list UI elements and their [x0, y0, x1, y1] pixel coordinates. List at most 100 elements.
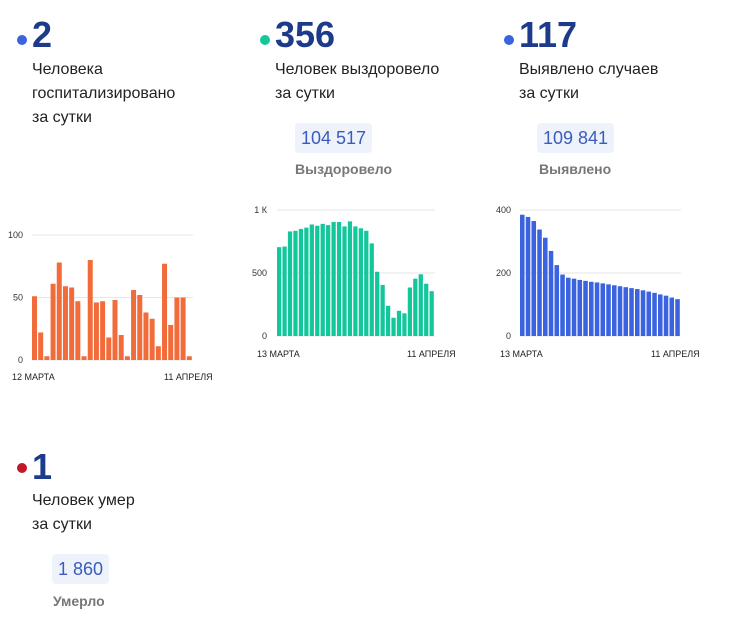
bar — [675, 299, 680, 336]
bar — [331, 221, 336, 336]
hospitalized-count: 2 — [32, 14, 53, 55]
bar — [315, 225, 320, 336]
bar — [385, 305, 391, 336]
x-start-label: 12 МАРТА — [12, 372, 55, 382]
bar — [347, 221, 353, 336]
bar — [594, 282, 600, 336]
bar — [287, 231, 293, 336]
bar — [326, 225, 331, 336]
status-dot — [17, 35, 27, 45]
y-tick-label: 50 — [13, 293, 23, 303]
bar — [50, 283, 56, 360]
y-tick-label: 0 — [262, 331, 267, 341]
deaths-count: 1 — [32, 446, 53, 487]
bar — [162, 263, 168, 360]
bar — [652, 292, 657, 336]
recovered-total-badge: 104 517 — [295, 123, 373, 153]
bar — [589, 281, 594, 336]
bar — [617, 286, 623, 336]
y-tick-label: 0 — [506, 331, 511, 341]
x-end-label: 11 АПРЕЛЯ — [164, 372, 213, 382]
bar — [560, 274, 565, 336]
bar — [62, 286, 68, 360]
bar — [174, 297, 180, 360]
cases-total-label: Выявлено — [539, 161, 612, 177]
x-start-label: 13 МАРТА — [257, 349, 300, 359]
x-end-label: 11 АПРЕЛЯ — [651, 349, 700, 359]
bar — [391, 317, 396, 336]
bar — [309, 224, 314, 336]
bar — [100, 301, 106, 360]
bar — [180, 297, 186, 360]
bar — [424, 283, 429, 336]
deaths-total-badge: 1 860 — [52, 554, 110, 584]
bar — [669, 297, 675, 336]
bar — [554, 265, 560, 336]
hospitalized-chart: 0 50 100 12 МАРТА 11 АПРЕЛЯ — [8, 230, 213, 382]
deaths-label: Человек умер за сутки — [32, 492, 135, 533]
cases-label: Выявлено случаев за сутки — [519, 61, 659, 102]
bar — [186, 356, 192, 360]
bar — [282, 246, 287, 336]
bar — [623, 287, 629, 336]
bar — [429, 291, 434, 336]
bar — [304, 227, 309, 336]
recovered-total-label: Выздоровело — [295, 161, 393, 177]
bar — [364, 230, 369, 336]
status-dot — [260, 35, 270, 45]
bar — [168, 325, 174, 360]
bar — [137, 295, 143, 360]
bar — [413, 278, 418, 336]
bar — [583, 280, 588, 336]
bar — [293, 230, 298, 336]
bar — [69, 287, 75, 360]
hospitalized-label: Человека госпитализировано за сутки — [32, 61, 176, 126]
bar — [663, 295, 669, 336]
bar — [520, 214, 525, 336]
bar — [342, 226, 347, 336]
bar — [32, 296, 37, 360]
recovered-label: Человек выздоровело за сутки — [275, 61, 440, 102]
status-dot — [504, 35, 514, 45]
bar — [548, 250, 554, 336]
bar — [396, 310, 402, 336]
deaths-total-label: Умерло — [53, 593, 105, 609]
bar — [320, 223, 325, 336]
bar — [640, 290, 646, 336]
bar — [298, 228, 304, 336]
bar — [380, 284, 385, 336]
bar — [131, 290, 137, 360]
bar — [629, 288, 634, 336]
bar — [418, 274, 423, 336]
bar — [336, 221, 342, 336]
bar — [149, 318, 155, 360]
y-tick-label: 500 — [252, 268, 267, 278]
bar — [118, 335, 124, 360]
bar — [353, 226, 358, 336]
bar — [537, 229, 542, 336]
bar — [93, 302, 99, 360]
bar — [38, 332, 44, 360]
cases-total-badge: 109 841 — [537, 123, 615, 153]
bar — [358, 228, 363, 336]
bar — [612, 285, 617, 336]
bar — [571, 278, 577, 336]
recovered-count: 356 — [275, 14, 336, 55]
bar — [277, 247, 282, 336]
y-tick-label: 400 — [496, 205, 511, 215]
bar — [646, 291, 652, 336]
x-end-label: 11 АПРЕЛЯ — [407, 349, 456, 359]
bar — [402, 313, 407, 336]
bar — [106, 337, 112, 360]
bar — [87, 260, 93, 360]
x-start-label: 13 МАРТА — [500, 349, 543, 359]
recovered-chart: 0 500 1 К 13 МАРТА 11 АПРЕЛЯ — [252, 205, 456, 359]
bar — [44, 356, 50, 360]
bar — [155, 346, 161, 360]
y-tick-label: 200 — [496, 268, 511, 278]
y-tick-label: 0 — [18, 355, 23, 365]
bar — [600, 283, 606, 336]
y-tick-label: 100 — [8, 230, 23, 240]
bar — [81, 356, 87, 360]
cases-chart: 0 200 400 13 МАРТА 11 АПРЕЛЯ — [496, 205, 700, 359]
